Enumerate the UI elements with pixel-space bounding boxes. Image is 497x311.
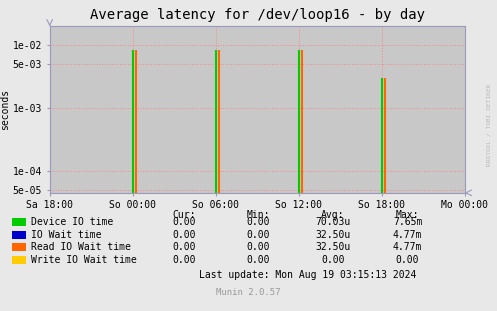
Text: Min:: Min: xyxy=(247,210,270,220)
Text: Device IO time: Device IO time xyxy=(31,217,113,227)
Title: Average latency for /dev/loop16 - by day: Average latency for /dev/loop16 - by day xyxy=(89,8,425,22)
Text: 32.50u: 32.50u xyxy=(316,230,350,240)
Text: 0.00: 0.00 xyxy=(396,255,419,265)
Text: Cur:: Cur: xyxy=(172,210,196,220)
Text: RRDTOOL / TOBI OETIKER: RRDTOOL / TOBI OETIKER xyxy=(486,83,491,166)
Text: 0.00: 0.00 xyxy=(247,230,270,240)
Text: 0.00: 0.00 xyxy=(247,255,270,265)
Text: IO Wait time: IO Wait time xyxy=(31,230,102,240)
Text: Last update: Mon Aug 19 03:15:13 2024: Last update: Mon Aug 19 03:15:13 2024 xyxy=(199,270,417,280)
Text: 4.77m: 4.77m xyxy=(393,242,422,252)
Text: Write IO Wait time: Write IO Wait time xyxy=(31,255,137,265)
Text: 0.00: 0.00 xyxy=(172,242,196,252)
Text: 0.00: 0.00 xyxy=(172,255,196,265)
Text: 32.50u: 32.50u xyxy=(316,242,350,252)
Text: 7.65m: 7.65m xyxy=(393,217,422,227)
Text: Avg:: Avg: xyxy=(321,210,345,220)
Text: 0.00: 0.00 xyxy=(321,255,345,265)
Text: 0.00: 0.00 xyxy=(247,217,270,227)
Text: Read IO Wait time: Read IO Wait time xyxy=(31,242,131,252)
Text: 4.77m: 4.77m xyxy=(393,230,422,240)
Text: Max:: Max: xyxy=(396,210,419,220)
Y-axis label: seconds: seconds xyxy=(0,89,10,130)
Text: 0.00: 0.00 xyxy=(247,242,270,252)
Text: 0.00: 0.00 xyxy=(172,217,196,227)
Text: 70.03u: 70.03u xyxy=(316,217,350,227)
Text: 0.00: 0.00 xyxy=(172,230,196,240)
Text: Munin 2.0.57: Munin 2.0.57 xyxy=(216,288,281,297)
